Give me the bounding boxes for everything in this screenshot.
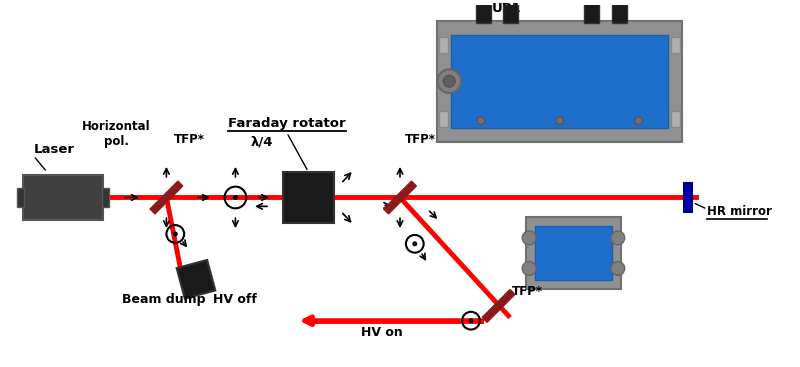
Circle shape: [634, 117, 642, 124]
Bar: [612, 0, 626, 23]
Text: Faraday rotator: Faraday rotator: [228, 117, 346, 130]
Circle shape: [233, 195, 238, 200]
Circle shape: [412, 241, 418, 246]
Text: Beam dump: Beam dump: [122, 293, 206, 306]
Bar: [671, 111, 680, 127]
Polygon shape: [177, 260, 215, 299]
Bar: [684, 183, 692, 212]
Text: Horizontal
pol.: Horizontal pol.: [82, 120, 150, 148]
Polygon shape: [482, 290, 515, 322]
Bar: [476, 0, 490, 23]
Text: HV off: HV off: [213, 293, 257, 306]
Circle shape: [611, 231, 625, 245]
Bar: [439, 37, 448, 52]
Bar: [102, 188, 110, 207]
Circle shape: [477, 117, 485, 124]
Polygon shape: [384, 181, 416, 214]
Circle shape: [173, 232, 178, 236]
Bar: [503, 0, 518, 23]
Bar: [612, 0, 642, 1]
Text: HV on: HV on: [361, 326, 402, 339]
Circle shape: [438, 69, 461, 93]
Bar: [438, 21, 682, 142]
Circle shape: [469, 318, 474, 323]
Bar: [671, 37, 680, 52]
Bar: [22, 175, 103, 220]
Bar: [282, 172, 334, 223]
Bar: [526, 217, 621, 289]
Circle shape: [556, 117, 564, 124]
Text: λ/4: λ/4: [250, 135, 273, 148]
Circle shape: [611, 262, 625, 275]
Circle shape: [522, 262, 536, 275]
Bar: [451, 35, 668, 128]
Circle shape: [443, 75, 455, 87]
Text: HR mirror: HR mirror: [707, 206, 772, 218]
Bar: [17, 188, 23, 207]
Bar: [439, 111, 448, 127]
Bar: [535, 226, 612, 280]
Bar: [584, 0, 599, 23]
Bar: [476, 0, 506, 1]
Text: TFP*: TFP*: [512, 285, 543, 298]
Polygon shape: [150, 181, 182, 214]
Text: TFP*: TFP*: [405, 133, 436, 146]
Bar: [503, 0, 533, 1]
Text: Laser: Laser: [34, 143, 74, 156]
Text: UP1: UP1: [492, 2, 522, 15]
Bar: [584, 0, 614, 1]
Text: TFP*: TFP*: [174, 133, 206, 146]
Circle shape: [522, 231, 536, 245]
